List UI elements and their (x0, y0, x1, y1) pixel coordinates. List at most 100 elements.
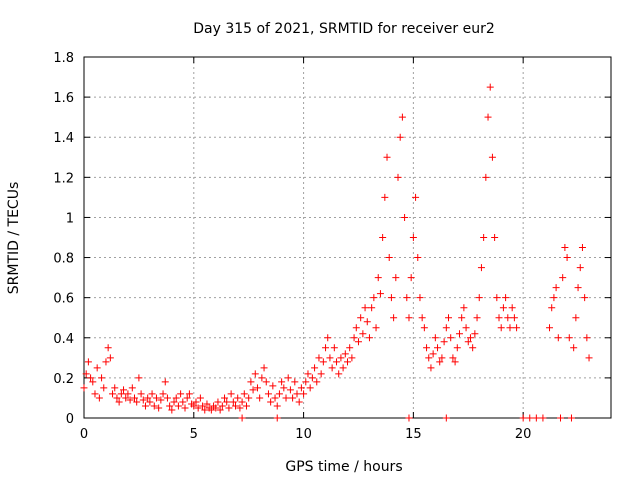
data-point (370, 294, 378, 302)
data-point (223, 398, 231, 406)
data-point (561, 244, 569, 252)
data-point (245, 394, 253, 402)
data-point (89, 378, 97, 386)
data-point (429, 350, 437, 358)
data-point (311, 364, 319, 372)
data-point (548, 304, 556, 312)
data-point (387, 294, 395, 302)
data-point (409, 234, 417, 241)
data-point (218, 402, 226, 410)
y-tick-label: 0 (66, 412, 74, 427)
data-point (374, 274, 382, 282)
data-point (346, 344, 354, 352)
data-point (418, 314, 426, 322)
data-point (495, 314, 503, 322)
data-point (315, 354, 323, 362)
data-point (302, 378, 310, 386)
y-tick-label: 0.6 (53, 292, 74, 307)
data-point (550, 294, 558, 302)
data-point (407, 274, 415, 282)
data-point (135, 374, 143, 382)
data-point (445, 314, 453, 322)
data-point (260, 364, 268, 372)
data-point (293, 390, 301, 398)
y-tick-label: 0.8 (53, 252, 74, 267)
data-point (273, 402, 281, 410)
data-point (203, 400, 211, 408)
data-point (333, 358, 341, 366)
data-point (365, 334, 373, 342)
data-point (403, 294, 411, 302)
data-point (372, 324, 380, 332)
data-point (126, 396, 134, 404)
data-point (427, 364, 435, 372)
data-point (280, 384, 288, 392)
data-point (221, 394, 229, 402)
data-point (84, 358, 92, 366)
data-point (385, 254, 393, 262)
data-point (269, 382, 277, 390)
data-point (229, 398, 237, 406)
data-point (398, 113, 406, 121)
data-point (574, 284, 582, 292)
data-point (308, 374, 316, 382)
data-point (168, 406, 176, 414)
data-point (183, 394, 191, 402)
x-tick-label: 10 (295, 427, 312, 442)
data-point (87, 374, 95, 382)
data-points (80, 83, 593, 422)
data-point (348, 354, 356, 362)
data-point (201, 406, 209, 414)
data-point (482, 173, 490, 181)
data-point (539, 414, 547, 422)
data-point (488, 153, 496, 161)
data-point (115, 398, 123, 406)
data-point (146, 398, 154, 406)
data-point (390, 314, 398, 322)
data-point (234, 394, 242, 402)
data-point (572, 314, 580, 322)
data-point (484, 113, 492, 121)
data-point (354, 338, 362, 346)
data-point (236, 404, 244, 412)
data-point (493, 294, 501, 302)
data-point (396, 133, 404, 141)
plot-frame (83, 56, 612, 419)
data-point (271, 394, 279, 402)
data-point (313, 378, 321, 386)
data-point (111, 384, 119, 392)
data-point (379, 234, 387, 241)
data-point (436, 358, 444, 366)
data-point (405, 414, 413, 422)
data-point (275, 390, 283, 398)
data-point (508, 304, 516, 312)
data-point (247, 378, 255, 386)
data-point (442, 324, 450, 332)
data-point (161, 378, 169, 386)
data-point (106, 354, 114, 362)
axis-tick-labels: 0 5 10 15 20 0 0.2 0.4 0.6 0.8 1 1.2 1.4 1.6 1.8 (53, 51, 531, 442)
data-point (357, 314, 365, 322)
data-point (282, 394, 290, 402)
data-point (556, 414, 564, 422)
data-point (131, 394, 139, 402)
y-tick-label: 0.2 (53, 372, 74, 387)
data-point (416, 294, 424, 302)
data-point (337, 354, 345, 362)
data-point (480, 234, 488, 241)
data-point (368, 304, 376, 312)
y-tick-label: 1.2 (53, 171, 74, 186)
data-point (491, 234, 499, 241)
data-point (460, 304, 468, 312)
data-point (95, 394, 103, 402)
data-point (139, 396, 147, 404)
data-point (453, 344, 461, 352)
data-point (510, 314, 518, 322)
data-point (238, 414, 246, 422)
data-point (93, 364, 101, 372)
data-point (181, 404, 189, 412)
data-point (240, 390, 248, 398)
data-point (513, 324, 521, 332)
data-point (565, 334, 573, 342)
data-point (559, 274, 567, 282)
